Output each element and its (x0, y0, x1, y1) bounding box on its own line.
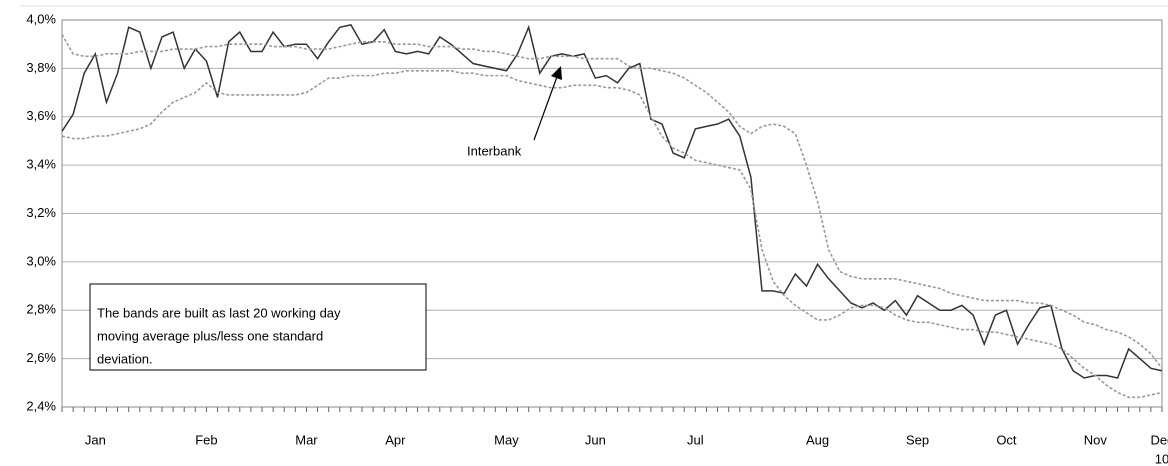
x-tick-label: Sep (906, 432, 929, 447)
y-tick-label: 2,6% (26, 350, 56, 365)
note-box (89, 283, 427, 371)
y-tick-label: 2,8% (26, 302, 56, 317)
x-tick-label: Jun (585, 432, 606, 447)
annotation-arrow (533, 73, 559, 141)
arrow-head (551, 66, 562, 80)
x-tick-label: Dec (1150, 432, 1168, 447)
x-tick-label: Apr (385, 432, 406, 447)
note-line: deviation. (97, 351, 153, 366)
annotation: Interbank (467, 143, 522, 158)
series-line (61, 69, 1163, 399)
x-tick-label: Mar (295, 432, 318, 447)
x-tick-label: Oct (996, 432, 1017, 447)
x-tick-label: Jul (687, 432, 704, 447)
x-sublabel: 10 (1155, 451, 1168, 466)
y-tick-label: 3,0% (26, 253, 56, 268)
note-line: moving average plus/less one standard (97, 328, 323, 343)
series-line (61, 23, 1163, 379)
x-tick-label: Nov (1084, 432, 1108, 447)
y-tick-label: 3,2% (26, 205, 56, 220)
y-tick-label: 3,4% (26, 157, 56, 172)
x-tick-label: May (494, 432, 519, 447)
x-tick-label: Aug (806, 432, 829, 447)
series-line (61, 34, 1163, 369)
y-tick-label: 3,6% (26, 108, 56, 123)
y-tick-label: 2,4% (26, 398, 56, 413)
x-tick-label: Jan (85, 432, 106, 447)
note-line: The bands are built as last 20 working d… (97, 305, 341, 320)
y-tick-label: 4,0% (26, 11, 56, 26)
x-tick-label: Feb (195, 432, 217, 447)
y-tick-label: 3,8% (26, 60, 56, 75)
plot-frame (61, 19, 1163, 408)
